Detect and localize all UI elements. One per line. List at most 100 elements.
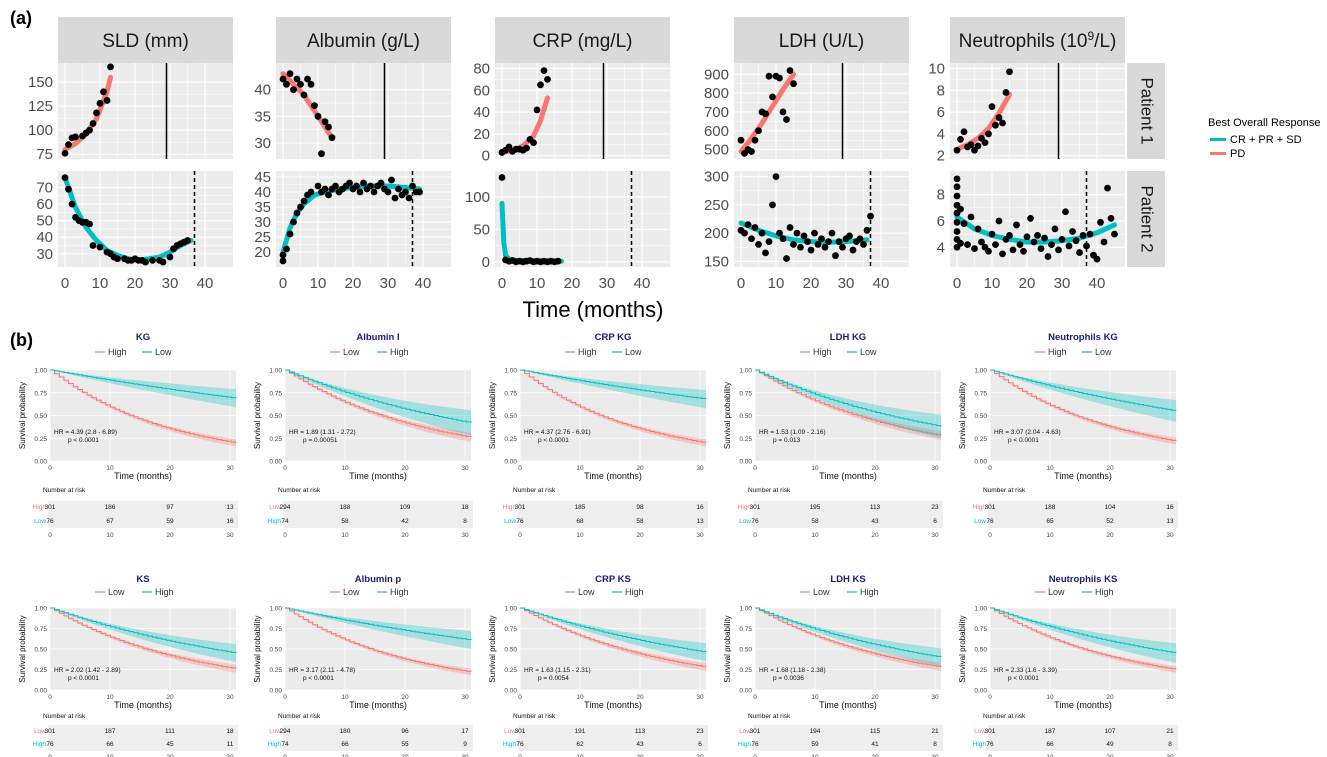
km-risk-row-label: High <box>973 741 987 748</box>
data-point <box>776 74 783 82</box>
km-survival-curve <box>50 369 237 399</box>
data-point <box>89 120 97 127</box>
km-survival-curve <box>990 607 1177 670</box>
y-tick-label: 25 <box>254 229 271 246</box>
data-point <box>1093 255 1101 263</box>
data-point <box>737 136 745 144</box>
y-tick-label: 300 <box>704 169 729 186</box>
data-point <box>293 75 301 83</box>
km-x-tick-label: 0 <box>283 465 287 472</box>
data-point <box>1041 234 1048 242</box>
km-ci-band <box>285 370 471 442</box>
y-tick-label: 40 <box>254 82 271 99</box>
data-point <box>755 127 762 135</box>
data-point <box>960 220 968 228</box>
km-y-tick-label: 0.25 <box>504 436 517 443</box>
data-point <box>995 217 1003 225</box>
km-risk-value: 294 <box>280 504 291 511</box>
km-risk-x-tick: 20 <box>401 532 409 539</box>
km-risk-row-label: Low <box>974 728 986 735</box>
km-risk-row-label: High <box>268 518 282 525</box>
km-risk-x-tick: 10 <box>576 532 584 539</box>
data-point <box>999 250 1006 258</box>
legend-title: Best Overall Response <box>1208 117 1321 129</box>
data-point <box>957 135 964 143</box>
data-point <box>793 229 801 237</box>
data-point <box>974 142 982 150</box>
y-tick-label: 8 <box>937 82 945 99</box>
y-tick-label: 30 <box>36 246 53 263</box>
y-tick-label: 20 <box>473 126 490 143</box>
km-risk-value: 6 <box>933 518 937 525</box>
km-risk-value: 113 <box>870 504 881 511</box>
km-chart-5: KS Low High 0.00 0.25 0.50 0.75 1.00 0 10 20 30 HR =… <box>18 574 238 757</box>
x-tick-label: 30 <box>838 275 855 292</box>
data-point <box>395 185 402 193</box>
data-point <box>1072 237 1080 245</box>
data-point <box>68 200 76 208</box>
km-x-tick-label: 20 <box>871 694 879 701</box>
km-risk-x-tick: 0 <box>283 532 287 539</box>
km-chart-3: LDH KG High Low 0.00 0.25 0.50 0.75 1.00 0 10 20 30… <box>723 332 943 539</box>
km-hr-text: HR = 1.53 (1.09 - 2.16) <box>759 429 826 436</box>
km-hr-text: HR = 1.63 (1.15 - 2.31) <box>524 667 591 674</box>
data-point <box>1034 232 1041 239</box>
data-point <box>762 110 769 118</box>
km-risk-value: 301 <box>985 728 996 735</box>
data-point <box>960 128 968 136</box>
km-risk-value: 58 <box>636 518 644 525</box>
km-risk-value: 17 <box>461 728 469 735</box>
x-tick-label: 30 <box>1054 275 1071 292</box>
km-risk-x-tick: 0 <box>48 754 52 757</box>
km-risk-x-tick: 0 <box>988 754 992 757</box>
km-y-tick-label: 1.00 <box>739 606 752 613</box>
y-tick-label: 35 <box>254 199 271 216</box>
km-ylabel: Survival probability <box>488 382 497 449</box>
km-risk-row-label: Low <box>974 518 986 525</box>
data-point <box>748 235 755 243</box>
data-point <box>985 130 992 138</box>
km-risk-x-tick: 10 <box>1046 532 1054 539</box>
km-survival-curve <box>285 607 472 672</box>
data-point <box>96 99 104 107</box>
km-x-tick-label: 30 <box>1166 694 1174 701</box>
km-risk-value: 180 <box>340 728 351 735</box>
km-risk-value: 97 <box>166 504 174 511</box>
x-tick-label: 10 <box>310 275 327 292</box>
data-point <box>992 121 999 129</box>
facet-strip <box>495 17 670 63</box>
data-point <box>1083 242 1090 250</box>
data-point <box>953 192 961 200</box>
km-ylabel: Survival probability <box>958 615 967 682</box>
km-y-tick-label: 0.25 <box>269 436 282 443</box>
data-point <box>304 75 311 83</box>
data-point <box>279 75 287 83</box>
km-legend-label: Low <box>578 587 595 597</box>
km-risk-value: 18 <box>461 504 469 511</box>
data-point <box>974 225 982 233</box>
km-title: Neutrophils KS <box>1049 574 1118 585</box>
y-tick-label: 6 <box>937 213 945 230</box>
km-survival-curve <box>520 369 707 400</box>
km-p-text: p < 0.0001 <box>1008 675 1039 682</box>
km-legend-label: High <box>813 347 832 357</box>
data-point <box>964 241 971 249</box>
data-point <box>286 70 294 78</box>
km-survival-curve <box>285 369 472 423</box>
data-point <box>89 242 97 249</box>
data-point <box>72 133 79 141</box>
km-y-tick-label: 0.75 <box>739 390 752 397</box>
y-tick-label: 50 <box>36 213 53 230</box>
km-x-tick-label: 20 <box>166 694 174 701</box>
data-point <box>800 232 808 240</box>
data-point <box>325 191 332 199</box>
km-y-tick-label: 0.50 <box>504 413 517 420</box>
facet-title: LDH (U/L) <box>779 31 865 52</box>
km-hr-text: HR = 4.37 (2.76 - 6.91) <box>524 429 591 436</box>
km-risk-table-bg <box>283 725 473 751</box>
km-y-tick-label: 0.00 <box>974 688 987 695</box>
km-title: Neutrophils KG <box>1048 332 1118 343</box>
km-risk-value: 42 <box>401 518 409 525</box>
km-risk-value: 76 <box>986 741 994 748</box>
